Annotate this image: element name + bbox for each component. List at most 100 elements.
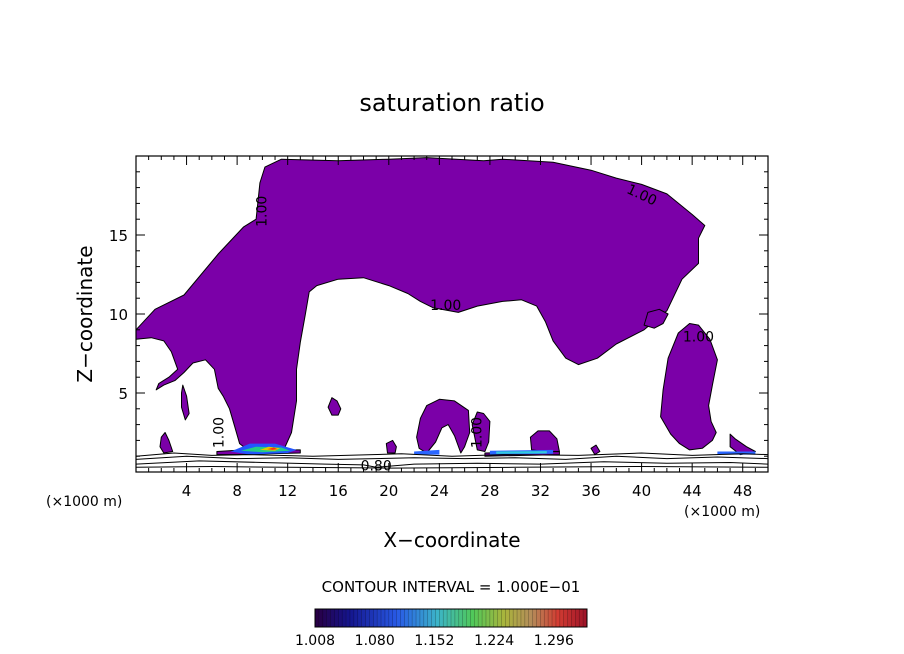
- colorbar-swatch: [540, 609, 545, 627]
- x-tick-label: 28: [480, 482, 499, 500]
- x-axis: 4 8 12 16 20 24 28 32 36 40 44 48: [148, 156, 756, 500]
- x-tick-label: 48: [733, 482, 752, 500]
- region-bright-core-4: [267, 447, 278, 450]
- colorbar-swatch: [552, 609, 557, 627]
- colorbar-swatch: [482, 609, 487, 627]
- colorbar-swatch: [381, 609, 386, 627]
- contour-near-ground-3: [135, 452, 769, 457]
- colorbar-swatch: [451, 609, 456, 627]
- colorbar-swatch: [388, 609, 394, 627]
- region-patch-1: [181, 384, 190, 421]
- contour-near-ground-2: [135, 455, 769, 460]
- y-axis: 5 10 15: [109, 171, 768, 457]
- colorbar-swatch: [315, 609, 320, 627]
- x-tick-label: 40: [632, 482, 651, 500]
- colorbar-swatch: [353, 609, 359, 627]
- contour-label: 1.00: [211, 417, 227, 448]
- colorbar-swatch: [330, 609, 335, 627]
- x-tick-label: 16: [329, 482, 348, 500]
- colorbar-swatch: [536, 609, 541, 627]
- colorbar-swatch: [408, 609, 413, 627]
- x-unit-left: (×1000 m): [46, 494, 122, 510]
- colorbar-swatch: [474, 609, 479, 627]
- colorbar-swatch: [357, 609, 362, 627]
- colorbar-swatch: [392, 609, 397, 627]
- colorbar-swatch: [419, 609, 425, 627]
- colorbar-swatch: [524, 609, 530, 627]
- colorbar-swatch: [544, 609, 549, 627]
- colorbar-tick-label: 1.080: [355, 633, 395, 649]
- region-patch-2: [327, 397, 342, 416]
- y-tick-label: 10: [109, 306, 128, 324]
- colorbar-swatch: [338, 609, 343, 627]
- colorbar: 1.008 1.080 1.152 1.224 1.296: [295, 608, 588, 649]
- contour-label: 1.00: [430, 298, 461, 314]
- colorbar-swatch: [322, 609, 327, 627]
- colorbar-swatch: [443, 609, 448, 627]
- x-tick-label: 12: [278, 482, 297, 500]
- x-tick-label: 4: [182, 482, 192, 500]
- region-patch-4: [471, 411, 491, 452]
- colorbar-swatch: [369, 609, 374, 627]
- colorbar-swatch: [342, 609, 347, 627]
- colorbar-swatch: [470, 609, 475, 627]
- colorbar-swatch: [575, 609, 580, 627]
- colorbar-swatch: [404, 609, 409, 627]
- colorbar-swatch: [509, 609, 514, 627]
- plot-area: 1.001.001.001.001.00 1.000.80: [135, 157, 769, 474]
- region-patch-10: [590, 444, 601, 456]
- colorbar-frame: [314, 608, 588, 628]
- colorbar-swatch: [497, 609, 502, 627]
- colorbar-swatch: [373, 609, 378, 627]
- colorbar-swatch: [485, 609, 491, 627]
- colorbar-swatch: [571, 609, 576, 627]
- colorbar-swatch: [489, 609, 495, 627]
- colorbar-swatch: [520, 609, 526, 627]
- region-patch-3: [416, 398, 471, 454]
- contour-near-ground-4: [135, 465, 769, 469]
- colorbar-swatch: [513, 609, 518, 627]
- colorbar-swatch: [439, 609, 444, 627]
- colorbar-swatch: [447, 609, 452, 627]
- colorbar-swatch: [528, 609, 533, 627]
- region-cyan-band-mid: [496, 451, 547, 454]
- region-blue-band-left: [414, 449, 440, 455]
- colorbar-swatch: [318, 609, 324, 627]
- colorbar-swatch: [505, 609, 510, 627]
- colorbar-swatch: [555, 609, 561, 627]
- region-right-cloud: [660, 323, 718, 451]
- y-axis-label: Z−coordinate: [73, 245, 97, 382]
- colorbar-swatch: [431, 609, 436, 627]
- region-upper-cloud: [135, 157, 706, 452]
- colorbar-swatch: [501, 609, 506, 627]
- x-tick-label: 44: [683, 482, 702, 500]
- contour-near-ground-1: [135, 460, 769, 468]
- x-tick-label: 20: [379, 482, 398, 500]
- contour-label: 1.00: [254, 196, 270, 227]
- colorbar-swatch: [458, 609, 463, 627]
- contour-label: 1.00: [683, 330, 714, 346]
- y-tick-label: 15: [109, 227, 128, 245]
- colorbar-swatch: [462, 609, 467, 627]
- x-tick-label: 24: [430, 482, 449, 500]
- colorbar-swatch: [567, 609, 572, 627]
- colorbar-swatch: [423, 609, 428, 627]
- colorbar-swatch: [346, 609, 351, 627]
- contour-interval: CONTOUR INTERVAL = 1.000E−01: [322, 578, 581, 596]
- region-patch-8: [159, 432, 174, 454]
- colorbar-swatch: [427, 609, 432, 627]
- region-patch-5: [529, 430, 560, 452]
- region-patch-9: [385, 439, 397, 454]
- colorbar-swatch: [416, 609, 421, 627]
- colorbar-swatch: [334, 609, 339, 627]
- colorbar-swatch: [384, 609, 390, 627]
- colorbar-swatch: [349, 609, 355, 627]
- colorbar-tick-label: 1.224: [474, 633, 514, 649]
- colorbar-swatch: [559, 609, 564, 627]
- colorbar-swatch: [396, 609, 401, 627]
- colorbar-swatch: [548, 609, 553, 627]
- colorbar-swatch: [412, 609, 417, 627]
- colorbar-swatch: [563, 609, 568, 627]
- colorbar-swatch: [517, 609, 522, 627]
